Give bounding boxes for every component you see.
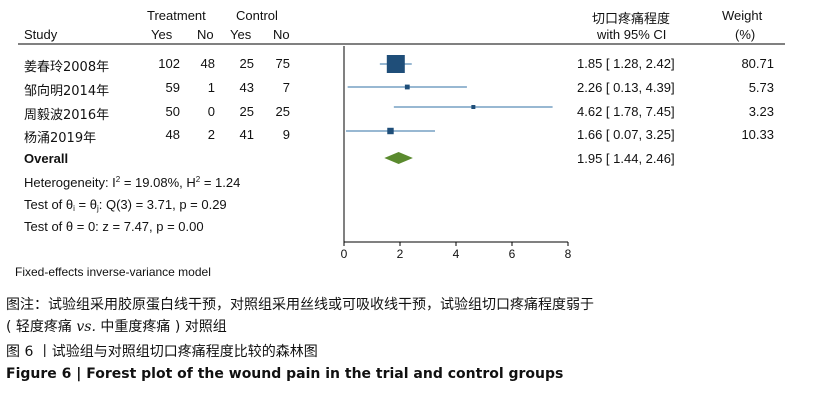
treatment-no-count: 2 [207, 127, 215, 142]
study-ci-text: 1.66 [ 0.07, 3.25] [577, 127, 675, 142]
control-no-count: 7 [282, 80, 290, 95]
treatment-yes-count: 50 [165, 104, 180, 119]
study-ci-text: 1.85 [ 1.28, 2.42] [577, 56, 675, 71]
x-tick-label: 6 [509, 247, 516, 261]
study-weight: 3.23 [748, 104, 774, 119]
study-ci-text: 2.26 [ 0.13, 4.39] [577, 80, 675, 95]
treatment-no-count: 1 [207, 80, 215, 95]
forest-plot: 0 2 4 6 8 [18, 43, 785, 261]
overall-ci-text: 1.95 [ 1.44, 2.46] [577, 151, 675, 166]
treatment-yes-count: 48 [165, 127, 180, 142]
overall-diamond [384, 152, 413, 164]
control-yes-count: 25 [239, 56, 254, 71]
control-no-count: 75 [275, 56, 290, 71]
header-treatment-yes: Yes [151, 27, 173, 42]
treatment-yes-count: 59 [165, 80, 180, 95]
study-weight: 10.33 [741, 127, 774, 142]
header-control-yes: Yes [230, 27, 252, 42]
treatment-no-count: 0 [207, 104, 215, 119]
figure-title-en: Figure 6 | Forest plot of the wound pain… [6, 366, 564, 382]
study-name: 姜春玲2008年 [24, 60, 110, 75]
header-treatment-no: No [197, 27, 214, 42]
overall-label: Overall [24, 151, 69, 166]
effect-square [387, 127, 394, 135]
header-control-no: No [273, 27, 290, 42]
control-yes-count: 25 [239, 104, 254, 119]
x-tick-label: 8 [565, 247, 572, 261]
caption-note-line1: 图注：试验组采用胶原蛋白线干预，对照组采用丝线或可吸收线干预，试验组切口疼痛程度… [6, 297, 594, 313]
study-name: 邹向明2014年 [24, 84, 110, 99]
header-control: Control [236, 8, 278, 23]
homogeneity-test: Test of θi = θj: Q(3) = 3.71, p = 0.29 [24, 197, 227, 213]
effect-square [386, 55, 405, 73]
caption-note-line2: ( 轻度疼痛 vs. 中重度疼痛 ) 对照组 [6, 319, 227, 335]
header-effect-label: 切口疼痛程度 [592, 12, 671, 27]
header-treatment: Treatment [147, 8, 206, 23]
study-name: 杨涌2019年 [24, 131, 97, 146]
treatment-yes-count: 102 [158, 56, 180, 71]
study-weight: 80.71 [741, 56, 774, 71]
study-ci-text: 4.62 [ 1.78, 7.45] [577, 104, 675, 119]
effect-square [471, 105, 476, 109]
study-name: 周毅波2016年 [24, 108, 110, 123]
control-no-count: 25 [275, 104, 290, 119]
header-effect-ci: with 95% CI [597, 27, 667, 42]
header-weight-unit: (%) [735, 27, 756, 42]
figure-title-cn: 图 6 丨试验组与对照组切口疼痛程度比较的森林图 [6, 344, 318, 360]
control-yes-count: 43 [239, 80, 254, 95]
control-yes-count: 41 [239, 127, 254, 142]
x-tick-label: 0 [341, 247, 348, 261]
heterogeneity-stat: Heterogeneity: I2 = 19.08%, H2 = 1.24 [24, 175, 241, 190]
header-weight: Weight [722, 8, 763, 23]
model-note: Fixed-effects inverse-variance model [15, 265, 211, 279]
x-tick-label: 4 [453, 247, 460, 261]
treatment-no-count: 48 [200, 56, 215, 71]
x-tick-label: 2 [397, 247, 404, 261]
effect-square [404, 84, 410, 90]
overall-effect-test: Test of θ = 0: z = 7.47, p = 0.00 [24, 219, 204, 234]
control-no-count: 9 [282, 127, 290, 142]
header-study: Study [24, 27, 58, 42]
study-weight: 5.73 [748, 80, 774, 95]
